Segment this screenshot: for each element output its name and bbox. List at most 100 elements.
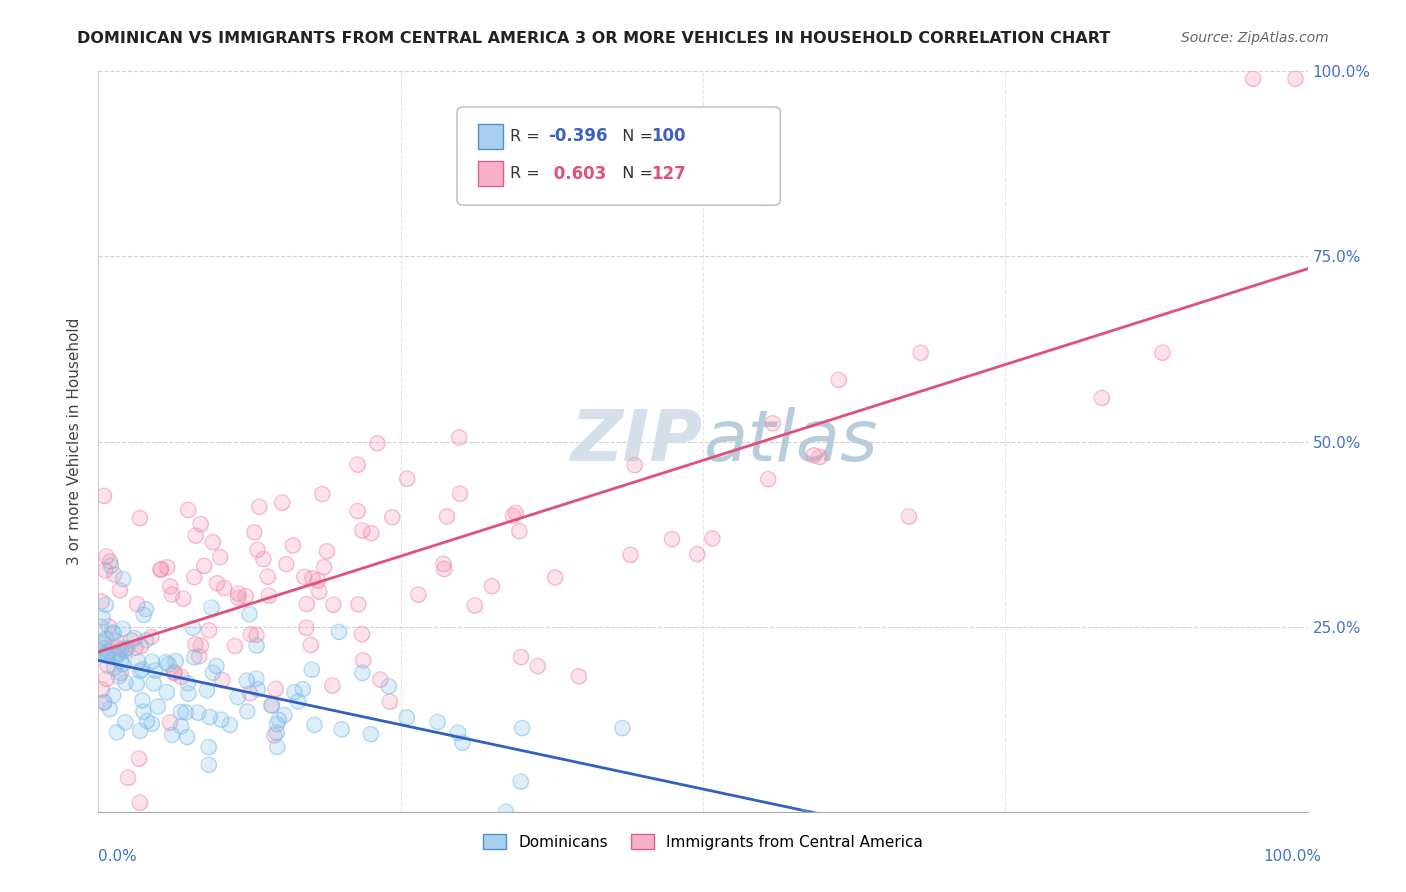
- Point: [124, 640, 146, 655]
- Point: [129, 639, 152, 653]
- Point: [90, 594, 112, 608]
- Point: [509, 774, 531, 789]
- Point: [131, 693, 153, 707]
- Point: [396, 472, 419, 486]
- Point: [897, 509, 920, 524]
- Point: [432, 557, 454, 571]
- Point: [252, 552, 274, 566]
- Point: [544, 570, 567, 584]
- Point: [464, 599, 486, 613]
- Point: [447, 725, 470, 739]
- Point: [212, 581, 235, 595]
- Point: [94, 598, 117, 612]
- Point: [108, 669, 131, 683]
- Point: [96, 549, 118, 564]
- Point: [246, 682, 269, 697]
- Point: [190, 516, 212, 531]
- Point: [827, 373, 849, 387]
- Legend: Dominicans, Immigrants from Central America: Dominicans, Immigrants from Central Amer…: [477, 828, 929, 856]
- Point: [508, 524, 530, 539]
- Point: [661, 532, 683, 546]
- Point: [110, 654, 132, 668]
- Point: [117, 641, 139, 656]
- Point: [433, 562, 456, 576]
- Point: [350, 627, 373, 641]
- Point: [103, 626, 125, 640]
- Point: [346, 504, 368, 518]
- Point: [238, 607, 260, 622]
- Point: [328, 624, 350, 639]
- Point: [301, 663, 323, 677]
- Point: [141, 655, 163, 669]
- Text: N =: N =: [612, 167, 658, 181]
- Point: [131, 662, 153, 676]
- Point: [619, 548, 641, 562]
- Point: [263, 728, 285, 742]
- Point: [510, 650, 533, 665]
- Point: [245, 672, 267, 686]
- Point: [449, 487, 471, 501]
- Point: [211, 673, 233, 687]
- Point: [266, 739, 288, 754]
- Point: [568, 669, 591, 683]
- Point: [226, 690, 249, 704]
- Point: [266, 725, 288, 739]
- Point: [352, 524, 374, 538]
- Point: [129, 723, 152, 738]
- Point: [174, 706, 197, 720]
- Point: [260, 698, 283, 713]
- Point: [101, 625, 124, 640]
- Point: [96, 648, 118, 662]
- Point: [183, 650, 205, 665]
- Point: [198, 710, 221, 724]
- Point: [378, 695, 401, 709]
- Point: [112, 572, 135, 586]
- Point: [1091, 391, 1114, 405]
- Point: [510, 721, 533, 735]
- Point: [90, 594, 112, 608]
- Point: [108, 583, 131, 598]
- Point: [481, 579, 503, 593]
- Point: [287, 694, 309, 708]
- Point: [347, 597, 370, 611]
- Point: [93, 489, 115, 503]
- Point: [377, 679, 399, 693]
- Point: [436, 509, 458, 524]
- Point: [224, 639, 246, 653]
- Point: [236, 705, 259, 719]
- Point: [96, 632, 118, 646]
- Point: [381, 510, 404, 524]
- Point: [128, 751, 150, 765]
- Point: [135, 602, 157, 616]
- Point: [347, 597, 370, 611]
- Point: [129, 664, 152, 678]
- Point: [295, 621, 318, 635]
- Point: [125, 677, 148, 691]
- Point: [177, 676, 200, 690]
- Point: [198, 757, 221, 772]
- Point: [612, 721, 634, 735]
- Point: [205, 576, 228, 591]
- Point: [226, 591, 249, 605]
- Point: [910, 345, 932, 359]
- Point: [132, 607, 155, 622]
- Point: [111, 622, 134, 636]
- Point: [97, 648, 120, 662]
- Point: [271, 495, 294, 509]
- Point: [257, 589, 280, 603]
- Point: [910, 345, 932, 359]
- Point: [156, 685, 179, 699]
- Point: [897, 509, 920, 524]
- Point: [172, 591, 194, 606]
- Point: [93, 641, 115, 656]
- Point: [176, 730, 198, 744]
- Point: [98, 554, 121, 568]
- Point: [752, 190, 775, 204]
- Point: [177, 503, 200, 517]
- Point: [170, 719, 193, 733]
- Point: [117, 771, 139, 785]
- Point: [114, 715, 136, 730]
- Point: [315, 544, 337, 558]
- Point: [105, 634, 128, 648]
- Point: [90, 620, 112, 634]
